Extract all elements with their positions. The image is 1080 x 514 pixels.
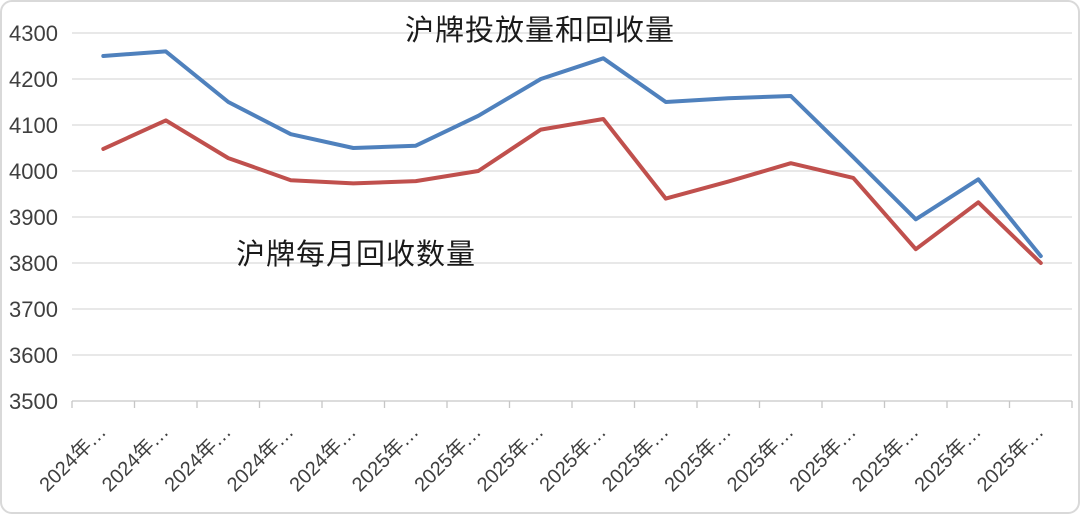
x-tick-label: 2024年…	[97, 420, 173, 496]
x-tick-label: 2024年…	[35, 420, 111, 496]
x-axis-ticks	[71, 401, 1073, 408]
y-tick-label: 4100	[9, 113, 58, 138]
series-annotation: 沪牌每月回收数量	[236, 239, 477, 271]
y-tick-label: 3800	[9, 251, 58, 276]
x-axis-tick-labels: 2024年…2024年…2024年…2024年…2024年…2025年…2025…	[35, 420, 1049, 496]
y-axis-tick-labels: 4300 4200 4100 4000 3900 3800 3700 3600 3500	[9, 21, 58, 414]
x-tick-label: 2025年…	[910, 420, 986, 496]
y-tick-label: 3600	[9, 343, 58, 368]
x-tick-label: 2025年…	[597, 420, 673, 496]
x-tick-label: 2025年…	[972, 420, 1048, 496]
chart-title: 沪牌投放量和回收量	[404, 15, 675, 47]
y-tick-label: 4200	[9, 67, 58, 92]
y-tick-label: 3500	[9, 389, 58, 414]
x-tick-label: 2025年…	[785, 420, 861, 496]
x-tick-label: 2025年…	[535, 420, 611, 496]
x-tick-label: 2025年…	[410, 420, 486, 496]
series-line-release-volume	[101, 49, 1043, 259]
x-tick-label: 2025年…	[722, 420, 798, 496]
x-tick-label: 2025年…	[347, 420, 423, 496]
y-tick-label: 3700	[9, 297, 58, 322]
series-line-recycle-volume	[101, 117, 1043, 265]
y-tick-label: 3900	[9, 205, 58, 230]
x-tick-label: 2024年…	[285, 420, 361, 496]
x-tick-label: 2025年…	[847, 420, 923, 496]
x-tick-label: 2024年…	[160, 420, 236, 496]
y-tick-label: 4300	[9, 21, 58, 46]
x-tick-label: 2025年…	[660, 420, 736, 496]
y-tick-label: 4000	[9, 159, 58, 184]
x-tick-label: 2025年…	[472, 420, 548, 496]
x-tick-label: 2024年…	[222, 420, 298, 496]
